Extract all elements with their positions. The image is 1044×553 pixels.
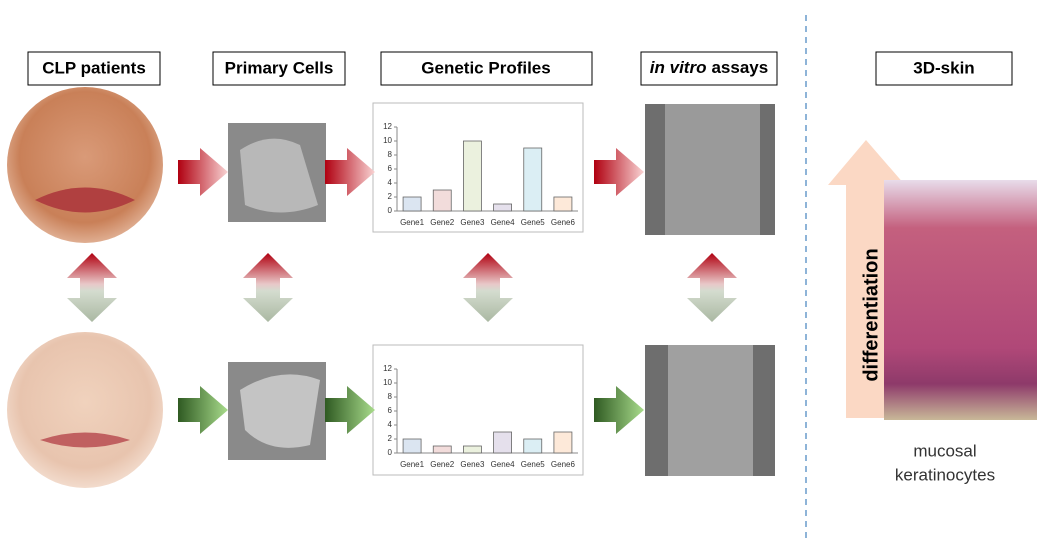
y-tick-label: 0 <box>388 206 393 215</box>
header-italic: in vitro <box>650 58 707 77</box>
x-tick-label: Gene2 <box>430 218 455 227</box>
control-photo <box>7 332 163 488</box>
x-tick-label: Gene5 <box>521 218 546 227</box>
skin-image <box>884 180 1037 420</box>
bar <box>523 438 543 454</box>
y-tick-label: 10 <box>383 378 392 387</box>
cell-colony <box>240 374 320 448</box>
chart-frame <box>372 344 584 476</box>
y-tick-label: 6 <box>388 406 393 415</box>
x-tick-label: Gene3 <box>460 460 485 469</box>
header: Genetic Profiles <box>421 58 550 77</box>
arrows-right <box>178 148 644 434</box>
y-tick-label: 10 <box>383 136 392 145</box>
header-boxes <box>27 51 1013 86</box>
header: Primary Cells <box>225 58 334 77</box>
y-tick-label: 4 <box>388 178 393 187</box>
y-tick-label: 4 <box>388 420 393 429</box>
y-tick-label: 8 <box>388 392 393 401</box>
bar <box>493 203 512 212</box>
assay-gap <box>668 345 753 476</box>
x-tick-label: Gene6 <box>551 460 576 469</box>
y-tick-label: 8 <box>388 150 393 159</box>
bar <box>402 438 422 454</box>
lips <box>40 432 130 448</box>
x-tick-label: Gene5 <box>521 460 546 469</box>
lips <box>35 187 135 213</box>
caption: mucosal <box>913 441 976 460</box>
caption: keratinocytes <box>895 465 995 484</box>
bar <box>553 196 573 212</box>
y-tick-label: 2 <box>388 192 393 201</box>
y-tick-label: 6 <box>388 164 393 173</box>
y-tick-label: 12 <box>383 122 392 131</box>
y-tick-label: 0 <box>388 448 393 457</box>
x-tick-label: Gene3 <box>460 218 485 227</box>
header: CLP patients <box>42 58 146 77</box>
x-tick-label: Gene2 <box>430 460 455 469</box>
bar <box>463 140 482 212</box>
cell-colony <box>240 138 318 213</box>
x-tick-label: Gene1 <box>400 460 425 469</box>
y-tick-label: 12 <box>383 364 392 373</box>
y-tick-label: 2 <box>388 434 393 443</box>
bar <box>432 189 452 212</box>
arrows-vertical <box>67 253 737 322</box>
bar <box>463 445 482 454</box>
bar <box>402 196 422 212</box>
assay-gap <box>665 104 760 235</box>
header-rest: assays <box>711 58 768 77</box>
side-label: differentiation <box>860 248 882 381</box>
x-tick-label: Gene4 <box>491 460 516 469</box>
x-tick-label: Gene1 <box>400 218 425 227</box>
bar <box>432 445 452 454</box>
x-tick-label: Gene6 <box>551 218 576 227</box>
bar <box>493 431 512 454</box>
bar <box>523 147 543 212</box>
x-tick-label: Gene4 <box>491 218 516 227</box>
bar <box>553 431 573 454</box>
header: in vitro assays <box>650 58 768 77</box>
patient-photo <box>7 87 163 243</box>
header: 3D-skin <box>913 58 974 77</box>
